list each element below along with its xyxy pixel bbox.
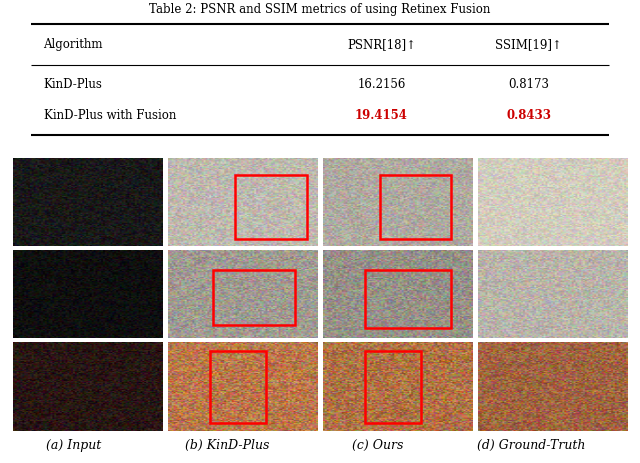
Text: 16.2156: 16.2156	[357, 78, 406, 91]
Text: (c) Ours: (c) Ours	[352, 438, 403, 451]
Text: KinD-Plus: KinD-Plus	[44, 78, 102, 91]
Text: 19.4154: 19.4154	[355, 109, 408, 122]
Text: 0.8433: 0.8433	[506, 109, 552, 122]
Text: KinD-Plus with Fusion: KinD-Plus with Fusion	[44, 109, 176, 122]
Bar	[235, 176, 307, 239]
Text: (d) Ground-Truth: (d) Ground-Truth	[477, 438, 586, 451]
Bar	[365, 351, 421, 424]
Text: Table 2: PSNR and SSIM metrics of using Retinex Fusion: Table 2: PSNR and SSIM metrics of using …	[149, 3, 491, 16]
Text: (b) KinD-Plus: (b) KinD-Plus	[185, 438, 269, 451]
Text: Algorithm: Algorithm	[44, 38, 103, 51]
Bar	[210, 351, 266, 424]
Bar	[380, 176, 451, 239]
Text: (a) Input: (a) Input	[46, 438, 101, 451]
Text: PSNR[18]↑: PSNR[18]↑	[347, 38, 416, 51]
Bar	[212, 270, 294, 325]
Text: 0.8173: 0.8173	[508, 78, 549, 91]
Text: SSIM[19]↑: SSIM[19]↑	[495, 38, 563, 51]
Bar	[365, 270, 451, 328]
